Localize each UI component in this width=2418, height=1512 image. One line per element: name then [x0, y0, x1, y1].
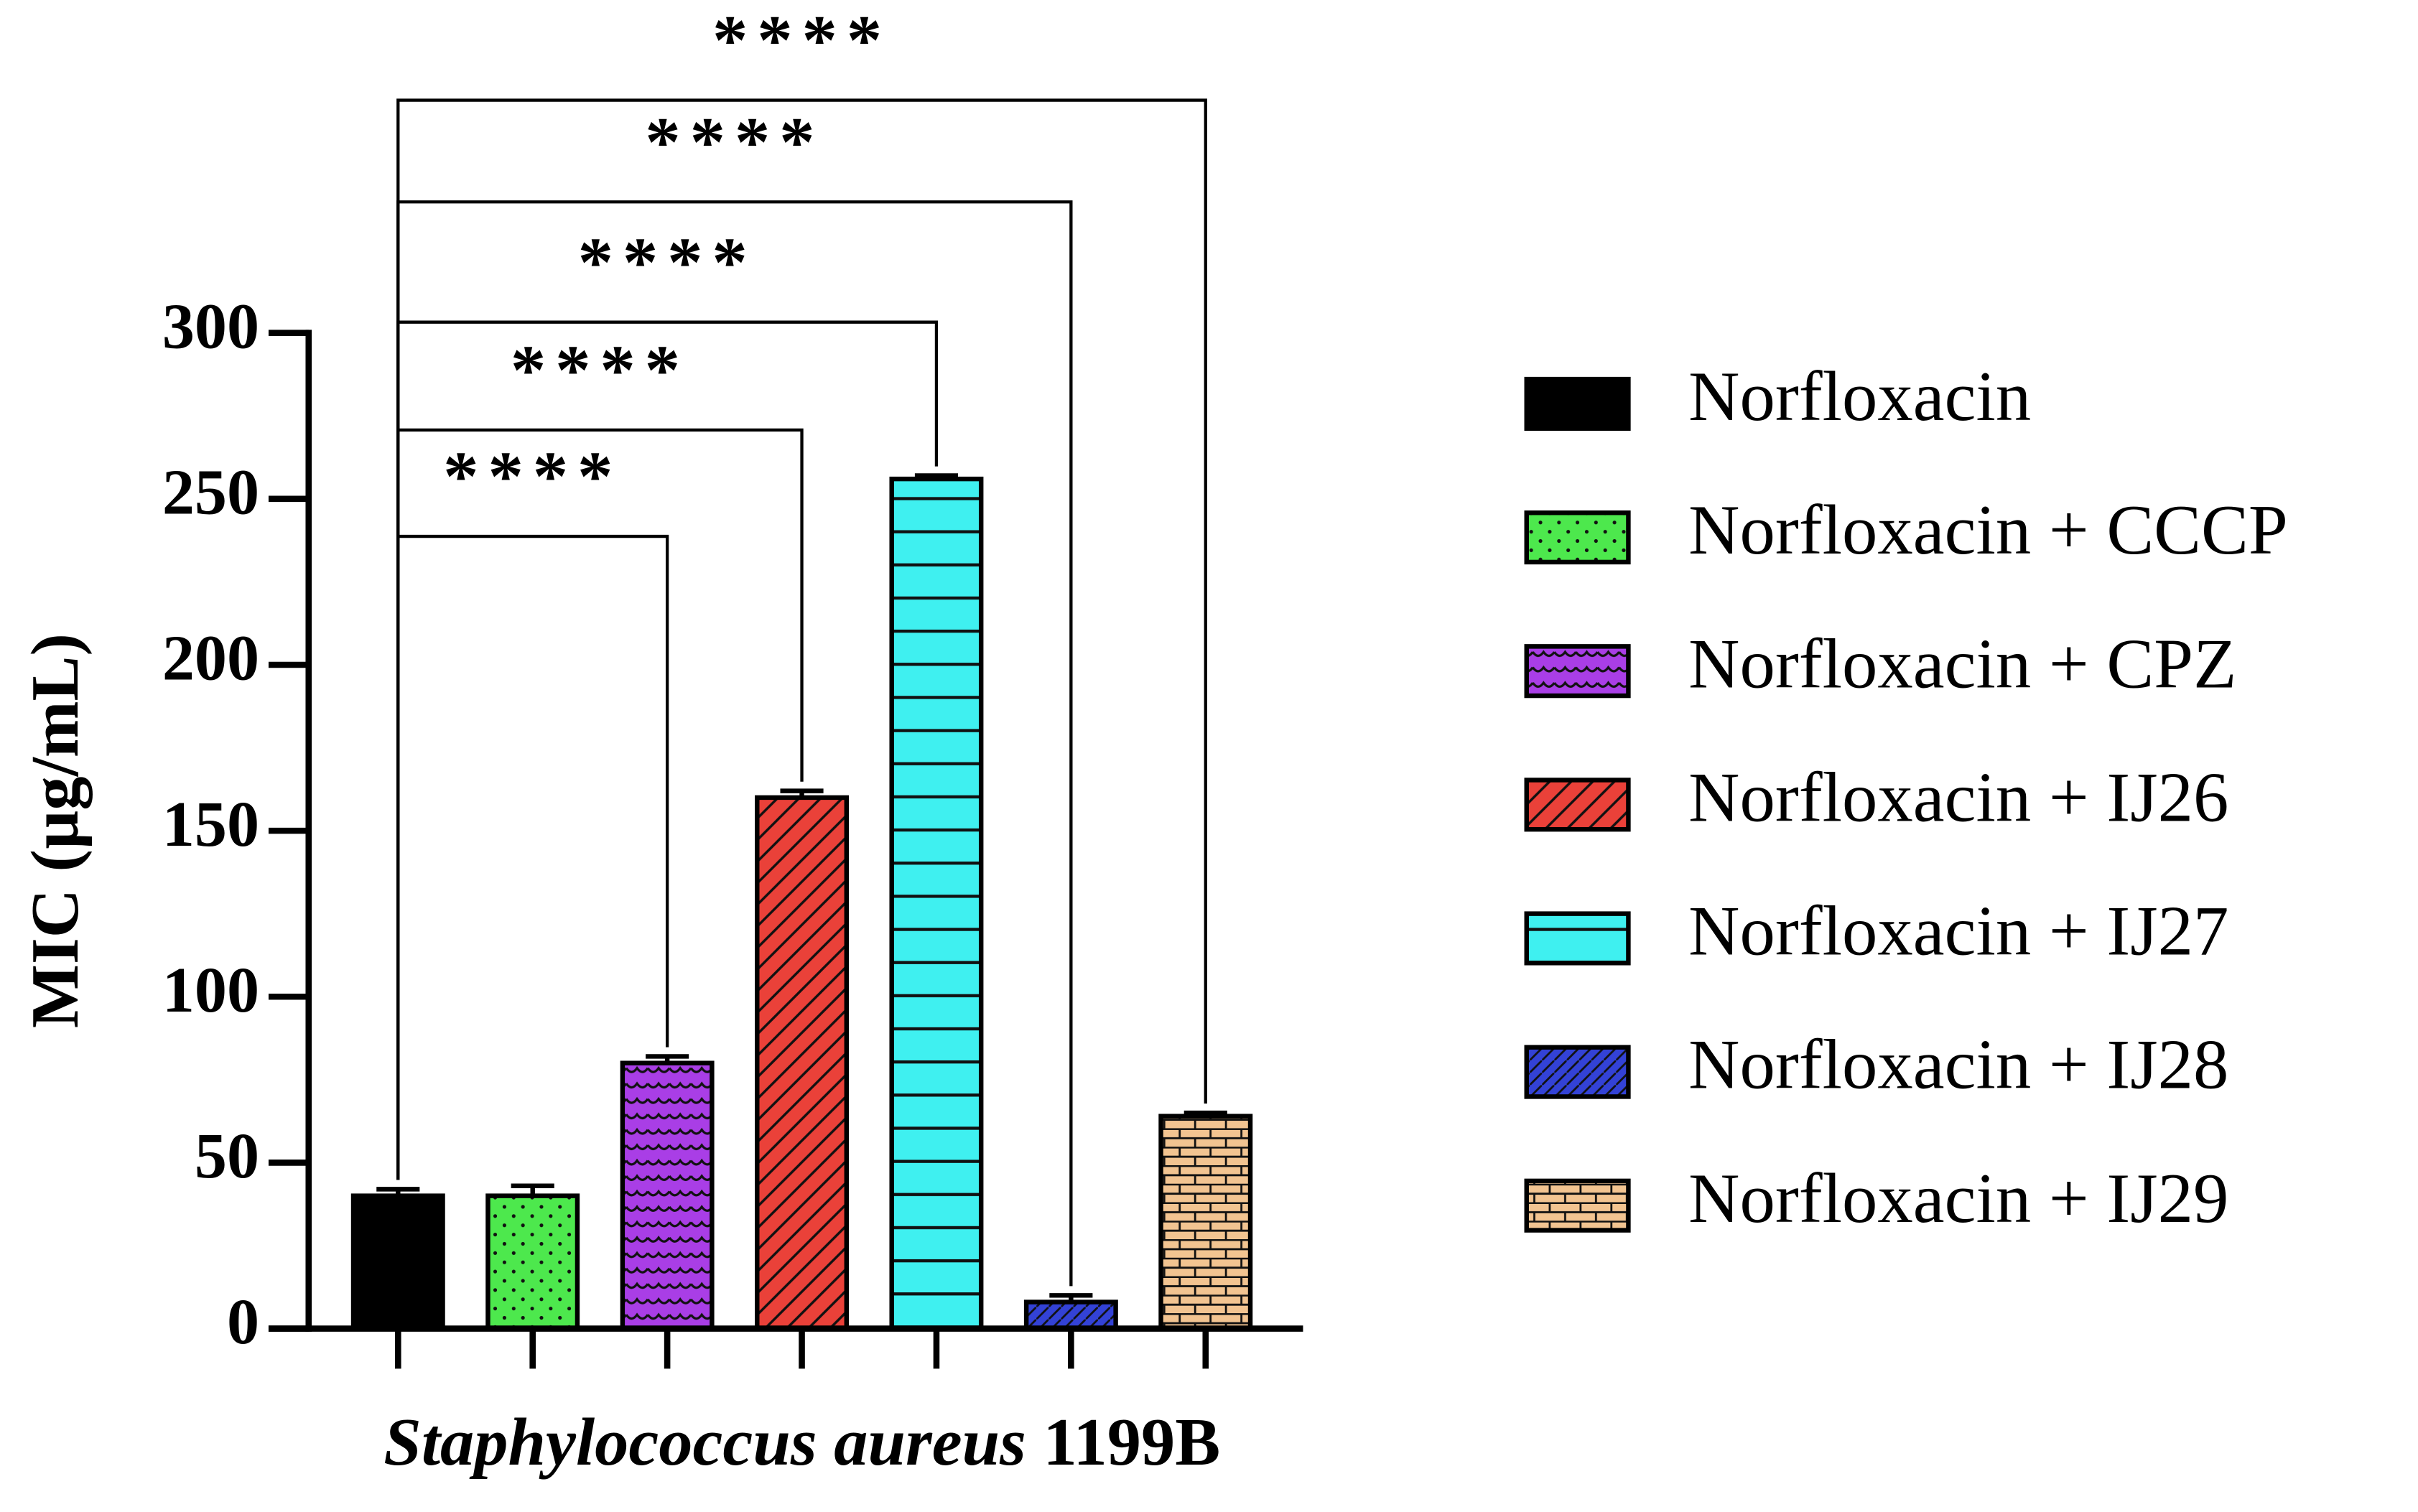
x-axis-label: Staphylococcus aureus 1199B: [383, 1405, 1220, 1480]
legend-label: Norfloxacin + CCCP: [1688, 491, 2288, 569]
error-bar: [914, 473, 959, 480]
x-axis-label-italic: Staphylococcus aureus: [383, 1405, 1026, 1480]
error-bar: [376, 1187, 420, 1196]
legend-swatch: [1524, 510, 1631, 565]
legend-label: Norfloxacin + IJ28: [1688, 1026, 2228, 1104]
bar: [620, 1060, 715, 1331]
legend-swatch: [1524, 1045, 1631, 1099]
bar: [485, 1193, 580, 1331]
legend-swatch: [1524, 376, 1631, 431]
error-bar: [511, 1183, 554, 1196]
significance-bracket: [396, 98, 1207, 1180]
significance-label: ****: [443, 438, 622, 516]
x-axis-label-suffix: 1199B: [1043, 1405, 1221, 1480]
y-tick-label: 300: [162, 290, 259, 362]
significance-label: ****: [712, 1, 891, 80]
y-tick-label: 250: [162, 457, 259, 528]
legend-swatch: [1524, 911, 1631, 966]
y-axis-label: MIC (µg/mL): [18, 633, 93, 1028]
y-tick-label: 50: [195, 1120, 259, 1192]
bar: [350, 1193, 445, 1331]
error-bar: [1049, 1293, 1093, 1302]
legend-label: Norfloxacin + CPZ: [1688, 625, 2236, 703]
significance-bracket: [396, 428, 804, 1180]
legend-label: Norfloxacin + IJ27: [1688, 892, 2228, 971]
y-tick-label: 100: [162, 954, 259, 1026]
error-bar: [780, 788, 824, 798]
legend-label: Norfloxacin + IJ29: [1688, 1159, 2228, 1238]
legend-swatch: [1524, 644, 1631, 699]
significance-label: ****: [578, 223, 757, 302]
significance-label: ****: [511, 332, 689, 410]
legend-swatch: [1524, 1178, 1631, 1233]
legend-label: Norfloxacin + IJ26: [1688, 758, 2228, 836]
legend-label: Norfloxacin: [1688, 358, 2031, 436]
bar: [755, 795, 850, 1331]
bar: [889, 476, 984, 1331]
legend-swatch: [1524, 778, 1631, 832]
significance-label: ****: [645, 103, 824, 182]
y-tick-label: 200: [162, 622, 259, 694]
bar: [1158, 1114, 1253, 1331]
error-bar: [646, 1054, 689, 1063]
y-tick-label: 0: [227, 1286, 259, 1358]
y-tick-label: 150: [162, 788, 259, 860]
bar: [1023, 1299, 1118, 1331]
error-bar: [1184, 1110, 1227, 1116]
